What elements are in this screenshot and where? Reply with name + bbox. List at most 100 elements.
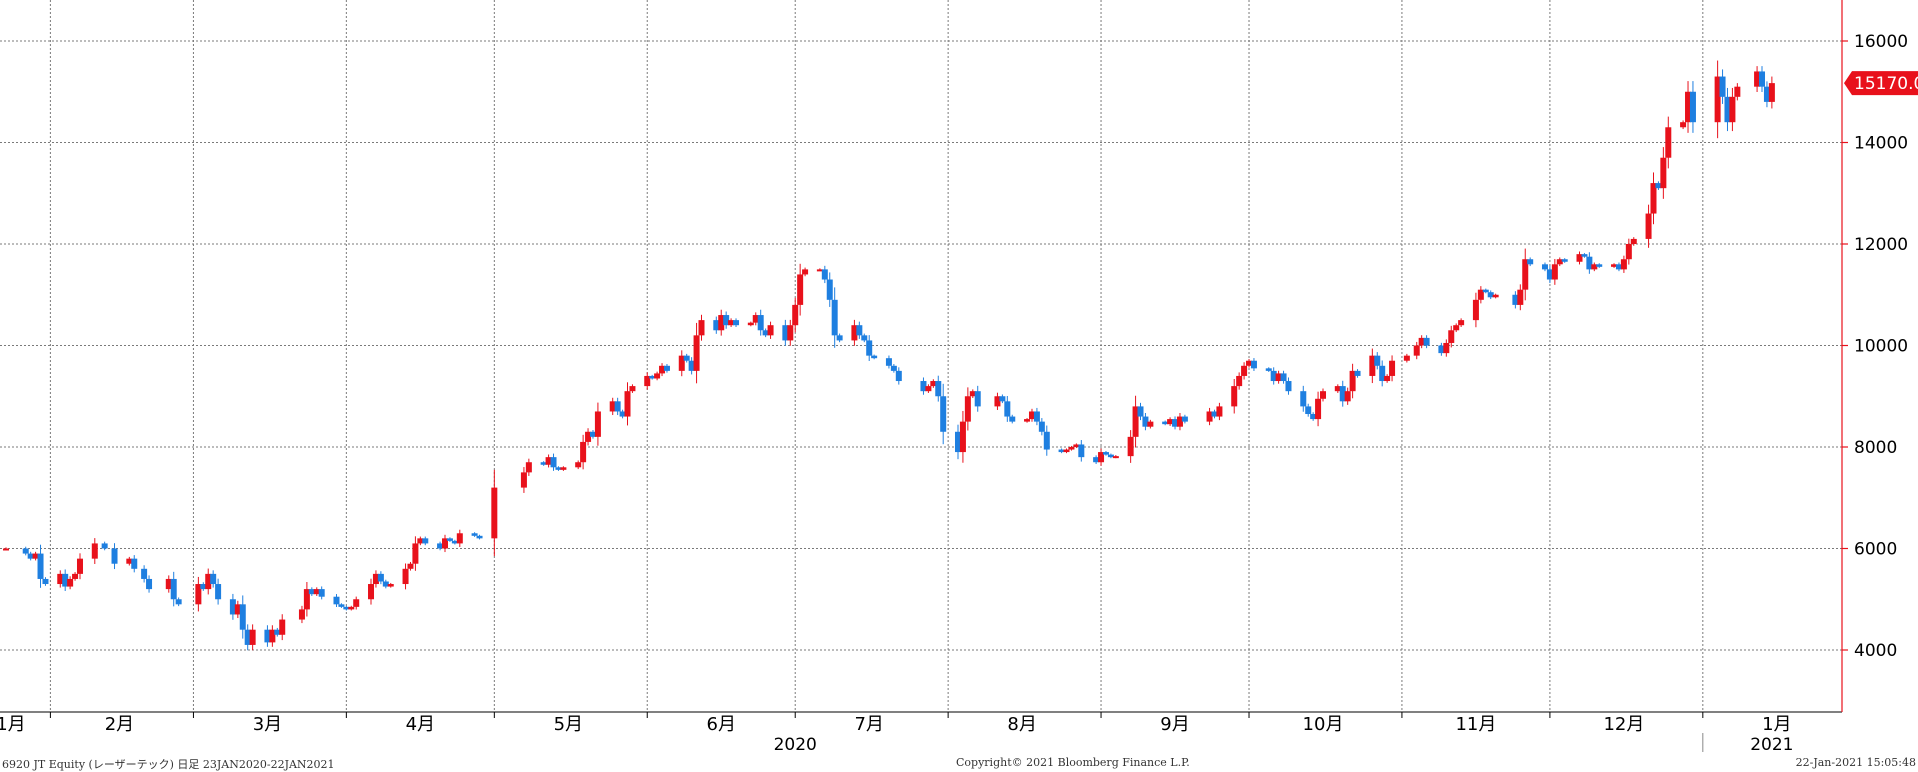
candle — [476, 534, 483, 540]
candle — [57, 570, 64, 588]
candle — [589, 429, 596, 439]
candle — [1310, 412, 1317, 421]
candle — [629, 384, 636, 393]
x-tick-label: 11月 — [1455, 714, 1496, 735]
candle-body — [792, 304, 799, 326]
candle — [1655, 181, 1662, 190]
candle — [1443, 339, 1450, 357]
candle-body — [1206, 411, 1213, 422]
candle-body — [1596, 264, 1603, 267]
candle-body — [1063, 449, 1070, 453]
candle-body — [1763, 86, 1770, 102]
candle-body — [728, 320, 735, 326]
candle-body — [442, 538, 449, 549]
x-tick-label: 10月 — [1303, 714, 1344, 735]
candle-body — [1241, 365, 1248, 376]
candle — [959, 410, 966, 463]
candle-body — [1492, 294, 1499, 298]
candle — [1517, 284, 1524, 311]
candle — [1522, 248, 1529, 301]
candle — [560, 466, 567, 471]
candle-body — [377, 573, 384, 582]
candle — [1127, 430, 1134, 463]
candle-body — [1073, 444, 1080, 447]
candle-body — [589, 431, 596, 437]
candle-body — [1734, 86, 1741, 97]
candle-body — [1448, 330, 1455, 343]
candle-body — [826, 279, 833, 300]
candle-body — [437, 543, 444, 549]
candle — [407, 561, 414, 571]
candle — [1714, 60, 1721, 139]
candle — [1206, 407, 1213, 426]
year-label: 2020 — [774, 735, 817, 755]
candle-body — [1759, 71, 1766, 87]
candle — [1472, 292, 1479, 328]
candle-body — [476, 535, 483, 539]
candle — [1620, 255, 1627, 273]
candle-body — [1068, 447, 1075, 450]
candle — [802, 267, 809, 277]
candle — [165, 575, 172, 593]
y-tick-label: 10000 — [1854, 337, 1908, 357]
candle — [1231, 378, 1238, 414]
candle — [585, 428, 592, 446]
candle-body — [1527, 259, 1534, 265]
candle — [195, 576, 202, 612]
candle — [1477, 286, 1484, 304]
candle-body — [1093, 457, 1100, 463]
candle — [1403, 353, 1410, 363]
candle-body — [456, 533, 463, 544]
candle — [1759, 66, 1766, 93]
candle-body — [525, 462, 532, 473]
candle-body — [131, 558, 138, 569]
candle — [1487, 290, 1494, 300]
candle-body — [1078, 444, 1085, 458]
candle — [1374, 352, 1381, 370]
candle-body — [1650, 183, 1657, 214]
candle — [1389, 355, 1396, 382]
candle — [555, 466, 562, 471]
candle-body — [1630, 238, 1637, 244]
candle-body — [249, 629, 256, 645]
candle — [1102, 451, 1109, 456]
candle — [1068, 445, 1075, 451]
candle-body — [264, 629, 271, 643]
candle — [1541, 262, 1548, 272]
candle-body — [1576, 254, 1583, 262]
candle-body — [930, 381, 937, 387]
candle-body — [239, 604, 246, 630]
y-tick-label: 6000 — [1854, 540, 1897, 560]
candle — [353, 596, 360, 610]
candle-body — [1541, 264, 1548, 270]
candle-body — [1724, 96, 1731, 123]
candle — [1650, 172, 1657, 225]
candle-body — [935, 381, 942, 397]
candle-body — [1009, 416, 1016, 422]
candle — [1625, 238, 1632, 265]
candle-body — [871, 355, 878, 359]
candle-body — [32, 553, 39, 559]
candle-body — [146, 578, 153, 590]
candle-body — [67, 578, 74, 587]
candle — [1300, 385, 1307, 412]
candle — [1107, 453, 1114, 459]
candle-body — [57, 573, 64, 585]
candle — [146, 575, 153, 593]
candle — [1680, 120, 1687, 130]
candle — [728, 318, 735, 327]
candle — [816, 268, 823, 272]
candle — [269, 625, 276, 647]
candle-body — [170, 578, 177, 600]
candle — [1561, 258, 1568, 263]
candle-body — [1369, 355, 1376, 376]
candle-body — [747, 322, 754, 326]
candle — [1073, 443, 1080, 449]
candle-body — [1107, 454, 1114, 458]
candle — [1024, 418, 1031, 423]
candle-body — [1181, 416, 1188, 422]
candle — [377, 571, 384, 585]
candle-body — [1315, 398, 1322, 420]
vertical-gridlines — [49, 0, 1704, 718]
candle — [580, 434, 587, 470]
